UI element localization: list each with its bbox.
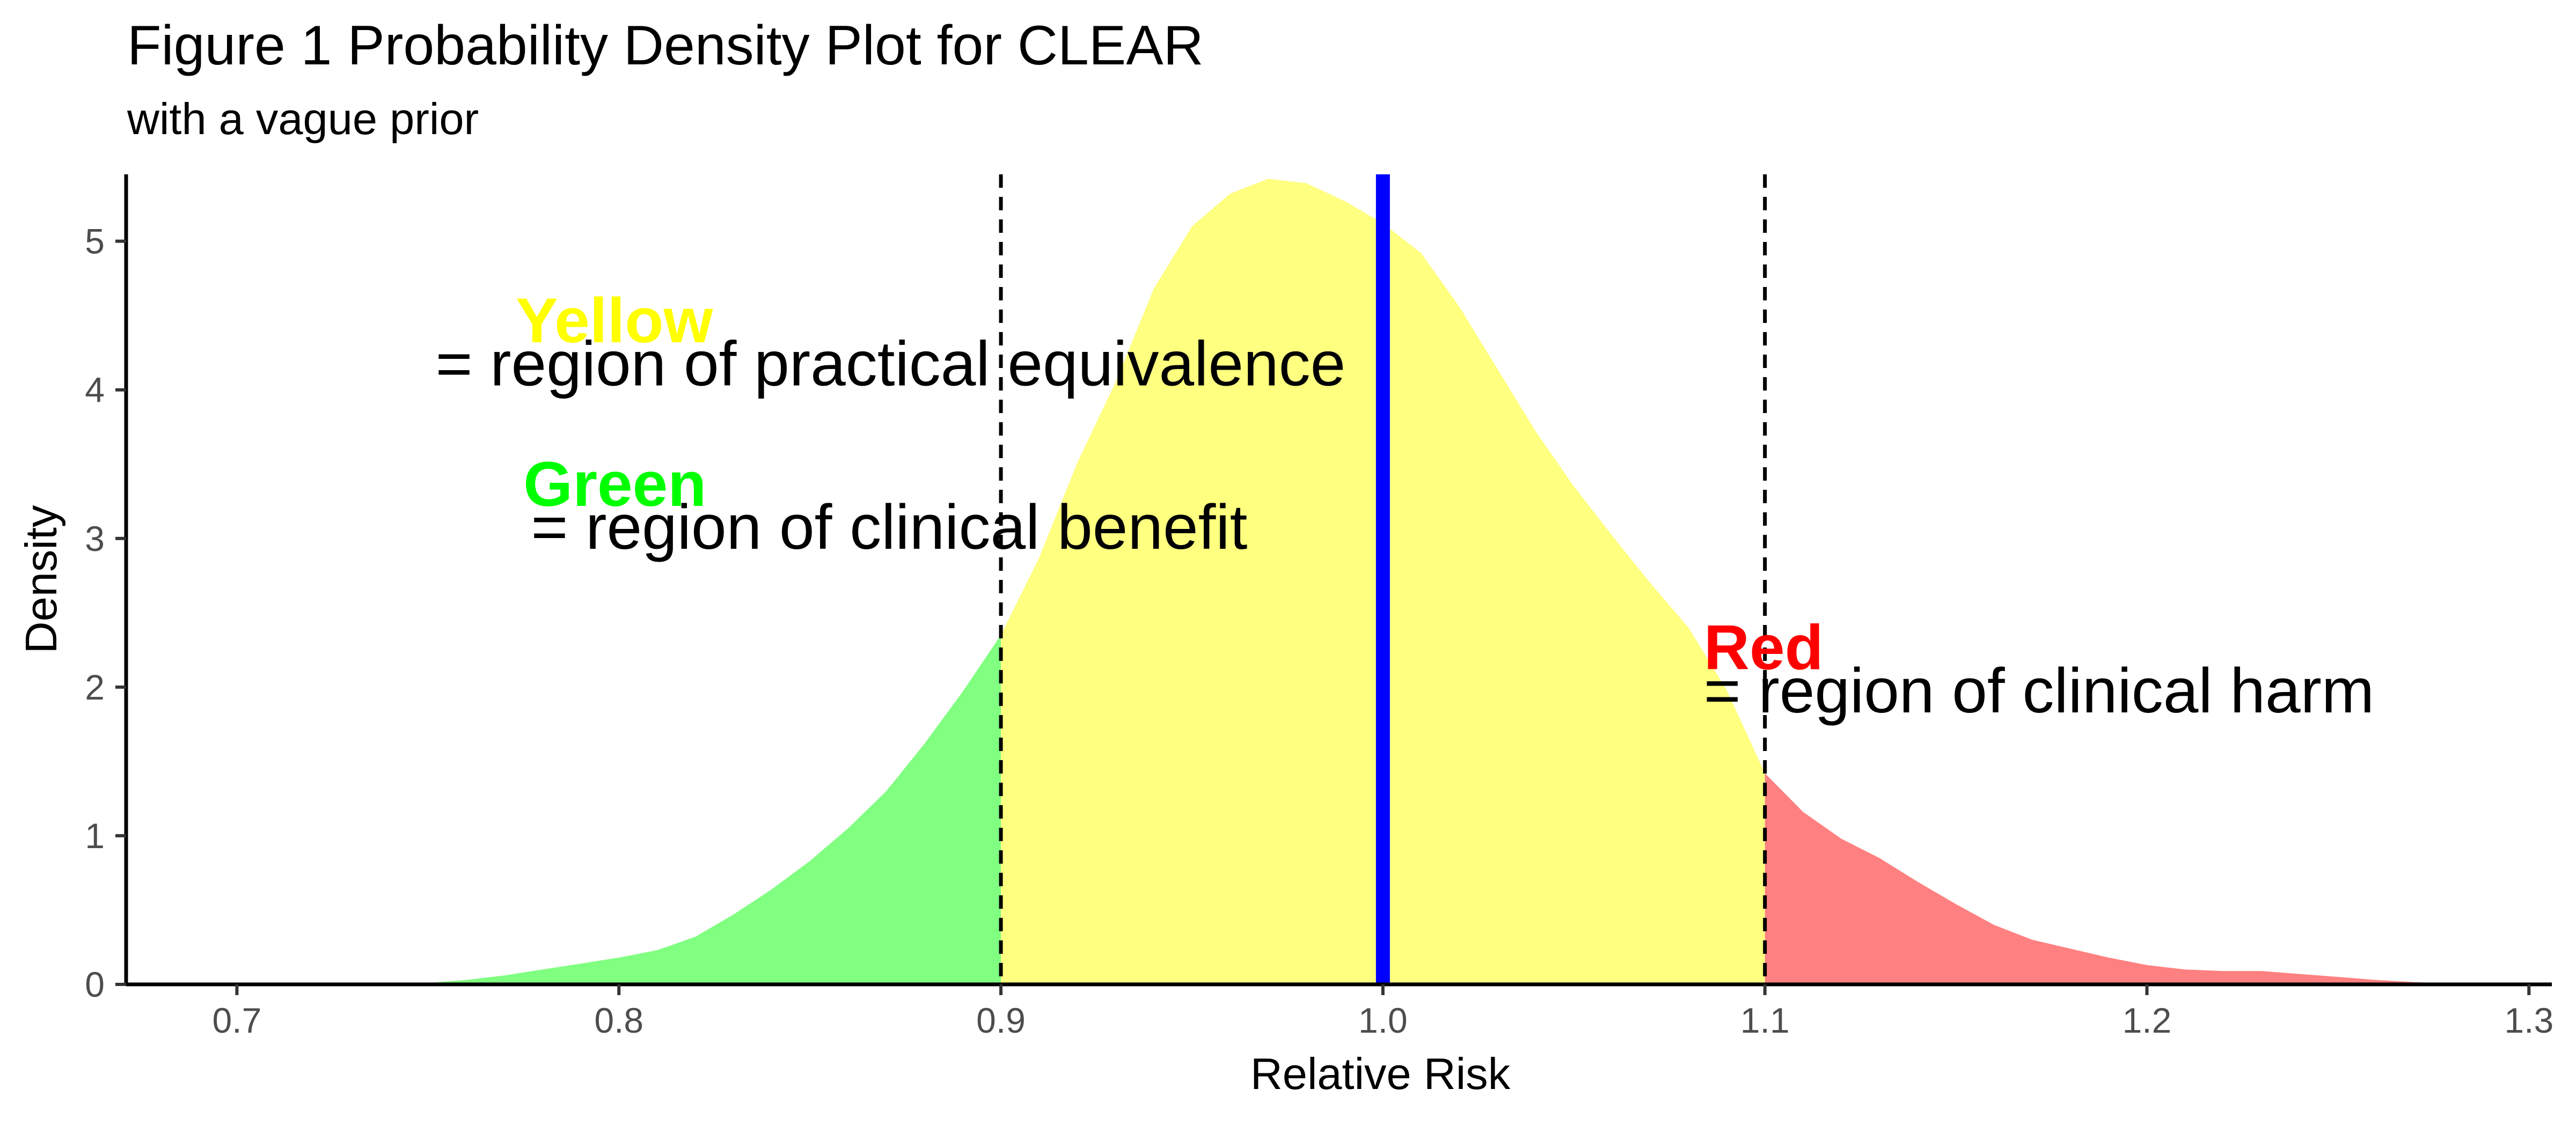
x-tick-label: 1.2 (2123, 1000, 2172, 1040)
annotation-label-yellow: Yellow (516, 285, 713, 356)
chart-subtitle: with a vague prior (127, 94, 479, 144)
annotation-text-yellow: = region of practical equivalence (436, 328, 1346, 399)
chart-title: Figure 1 Probability Density Plot for CL… (127, 14, 1204, 77)
y-axis-title: Density (16, 505, 66, 653)
y-tick-label: 5 (85, 222, 105, 261)
y-tick-label: 3 (85, 519, 105, 558)
annotation-text-red: = region of clinical harm (1704, 656, 2374, 726)
x-axis-title: Relative Risk (1250, 1049, 1511, 1099)
region-harm (1765, 773, 2529, 984)
x-tick-label: 0.9 (976, 1000, 1026, 1040)
region-benefit (237, 635, 1001, 984)
x-tick-label: 1.1 (1740, 1000, 1790, 1040)
y-tick-label: 1 (85, 816, 105, 856)
annotation-label-green: Green (523, 449, 706, 520)
annotation-label-red: Red (1704, 613, 1824, 683)
y-tick-label: 0 (85, 965, 105, 1004)
annotation-text-green: = region of clinical benefit (531, 492, 1248, 563)
plot-area: Yellow= region of practical equivalence G… (85, 174, 2553, 1040)
x-tick-label: 0.8 (594, 1000, 643, 1040)
x-tick-label: 1.3 (2504, 1000, 2553, 1040)
y-tick-label: 2 (85, 667, 105, 707)
y-tick-label: 4 (85, 370, 105, 410)
x-tick-label: 0.7 (213, 1000, 262, 1040)
x-tick-label: 1.0 (1358, 1000, 1408, 1040)
